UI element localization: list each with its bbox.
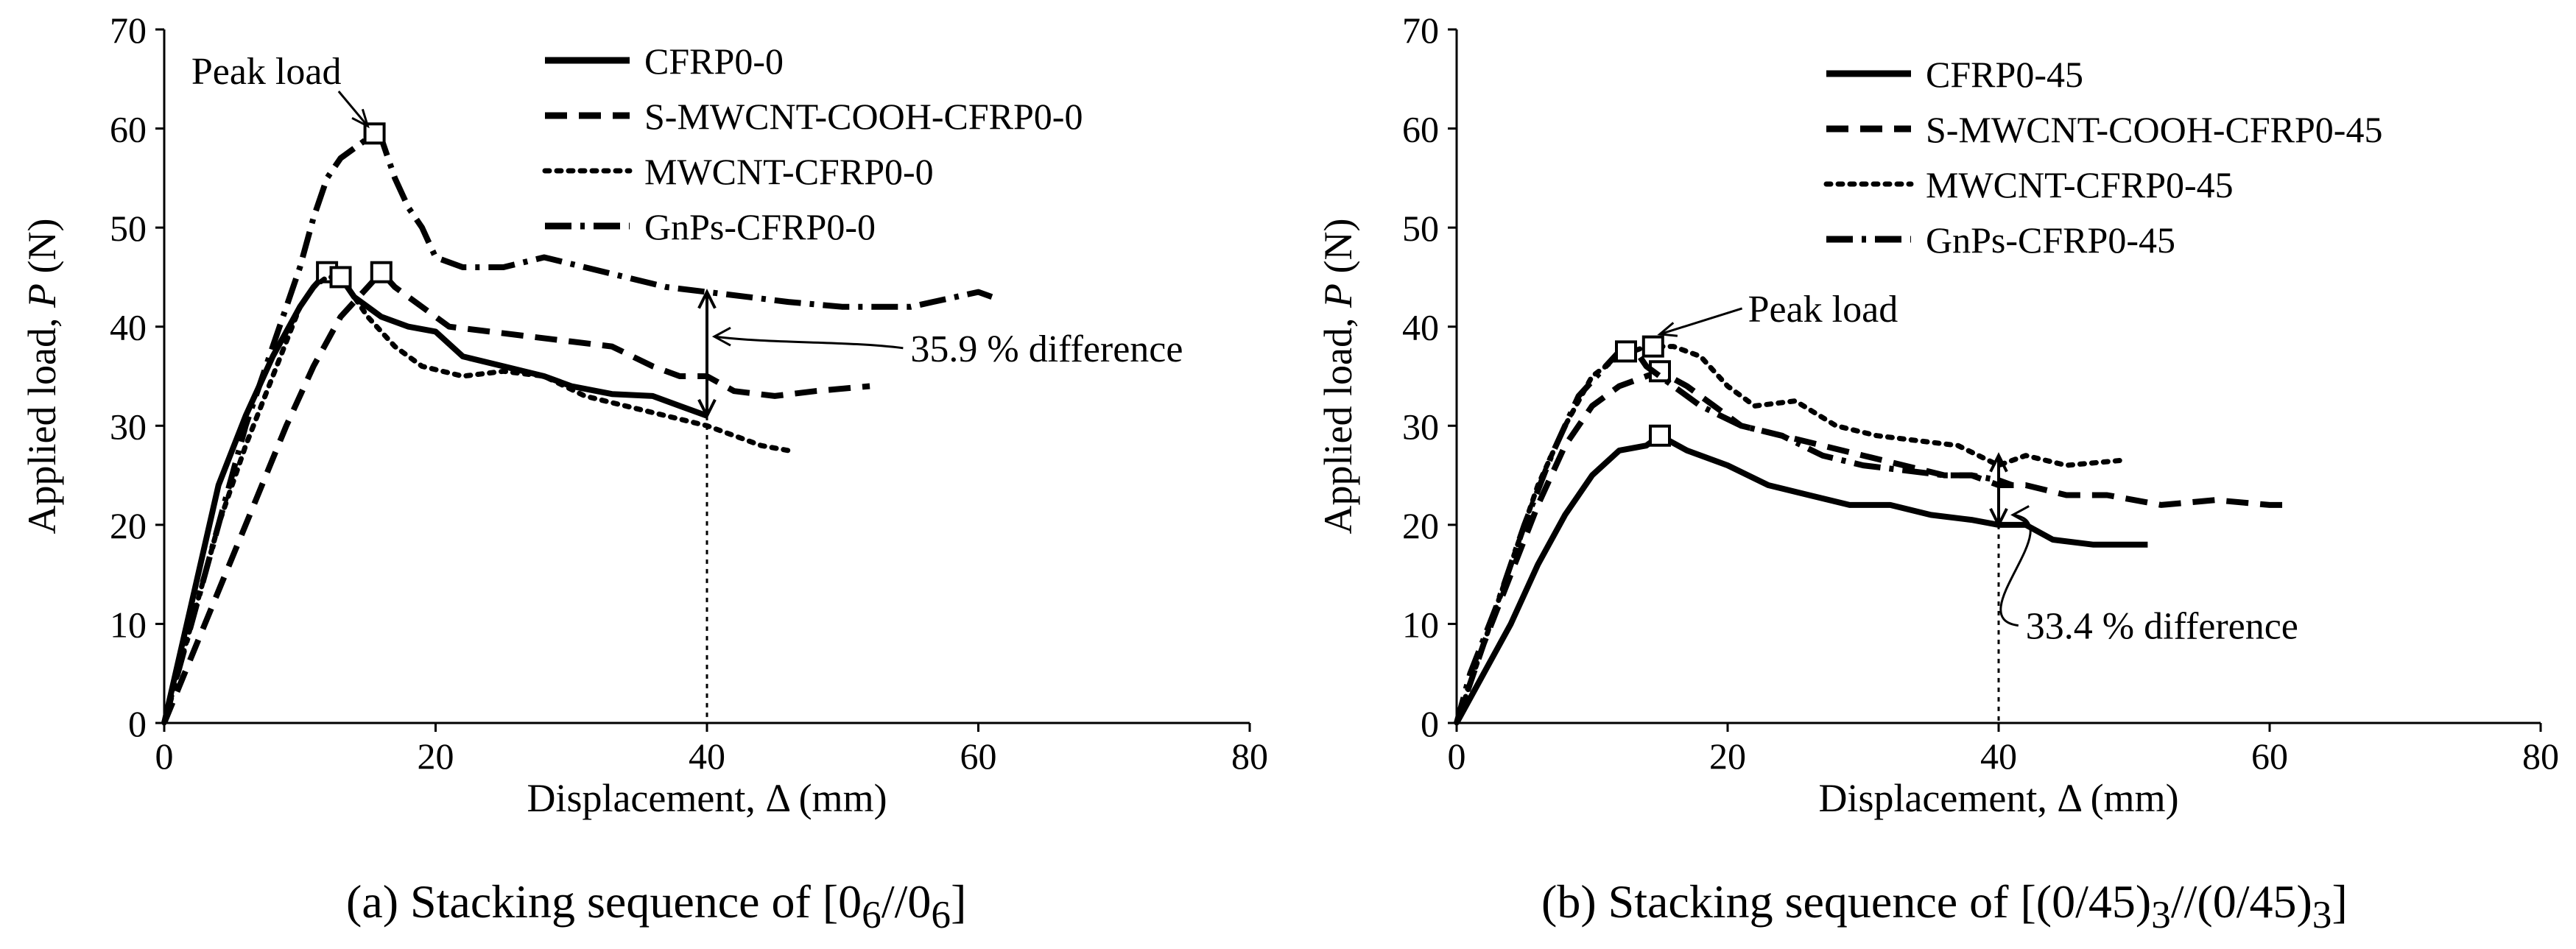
annotation-text: 33.4 % difference — [2026, 606, 2298, 648]
caption-a-mid: //0 — [881, 875, 932, 928]
x-tick-label: 60 — [960, 735, 997, 777]
y-tick-label: 0 — [128, 703, 147, 744]
y-tick-label: 10 — [1402, 604, 1439, 645]
legend-label: GnPs-CFRP0-45 — [1926, 219, 2175, 261]
annotation-leader-arrowhead — [2010, 505, 2030, 525]
caption-b-main: (b) Stacking sequence of [(0/45) — [1541, 875, 2152, 928]
y-tick-label: 0 — [1421, 703, 1439, 744]
caption-a-main: (a) Stacking sequence of [0 — [346, 875, 862, 928]
y-tick-label: 30 — [110, 406, 147, 447]
peak-marker — [1649, 424, 1671, 447]
y-tick-label: 50 — [110, 208, 147, 249]
legend-label: S-MWCNT-COOH-CFRP0-0 — [644, 96, 1083, 137]
y-tick-label: 60 — [1402, 109, 1439, 150]
peak-marker — [1615, 340, 1637, 363]
annotation-leader-arrowhead — [711, 326, 731, 347]
y-tick-label: 30 — [1402, 406, 1439, 447]
x-tick-label: 80 — [1231, 735, 1268, 777]
peak-arrow-line — [1659, 307, 1743, 336]
caption-a-end: ] — [951, 875, 967, 928]
y-tick-label: 40 — [1402, 307, 1439, 348]
series-line-cfrp0-0 — [161, 269, 708, 724]
y-axis-title-prefix: Applied load, — [1316, 308, 1360, 534]
x-tick-label: 80 — [2522, 735, 2559, 777]
peak-marker — [1641, 335, 1664, 358]
y-tick-label: 10 — [110, 604, 147, 645]
x-tick-label: 40 — [1980, 735, 2017, 777]
legend-label: CFRP0-0 — [644, 40, 784, 82]
y-tick-label: 40 — [110, 307, 147, 348]
legend-label: MWCNT-CFRP0-45 — [1926, 164, 2234, 205]
annotation-text: Peak load — [191, 51, 342, 93]
x-tick-label: 20 — [1709, 735, 1746, 777]
caption-a: (a) Stacking sequence of [06//06] — [346, 875, 966, 937]
caption-b: (b) Stacking sequence of [(0/45)3//(0/45… — [1541, 875, 2348, 937]
x-tick-label: 60 — [2251, 735, 2288, 777]
peak-arrow-head — [351, 108, 370, 129]
y-tick-label: 70 — [1402, 10, 1439, 51]
series-line-mwcnt-cfrp0-45 — [1454, 344, 2124, 726]
difference-arrow-head-top — [1989, 452, 2008, 473]
x-axis-title: Displacement, Δ (mm) — [527, 776, 887, 820]
difference-arrow-head-bottom — [697, 398, 717, 420]
legend-label: S-MWCNT-COOH-CFRP0-45 — [1926, 109, 2382, 150]
series-line-mwcnt-cfrp0-0 — [161, 274, 791, 726]
x-tick-label: 0 — [1448, 735, 1466, 777]
caption-b-end: ] — [2332, 875, 2348, 928]
peak-marker — [363, 122, 386, 145]
series-line-s-mwcnt-cooh-cfrp0-45 — [1454, 368, 2284, 724]
annotation-text: 35.9 % difference — [910, 328, 1183, 370]
y-tick-label: 70 — [110, 10, 147, 51]
y-axis-title-prefix: Applied load, — [20, 308, 64, 534]
y-axis-title: Applied load, P (N) — [1316, 219, 1360, 535]
series-line-gnps-cfrp0-45 — [1454, 343, 2013, 724]
caption-b-sub1: 3 — [2151, 892, 2171, 936]
y-axis-title-unit: (N) — [1316, 219, 1360, 283]
caption-a-sub1: 6 — [862, 892, 881, 936]
legend-label: MWCNT-CFRP0-0 — [644, 151, 934, 192]
series-line-s-mwcnt-cooh-cfrp0-0 — [161, 269, 870, 724]
y-axis-title-variable: P — [1316, 283, 1360, 308]
peak-marker — [329, 266, 352, 289]
peak-marker — [370, 261, 393, 283]
difference-arrow-head-top — [697, 289, 717, 309]
legend-label: CFRP0-45 — [1926, 54, 2083, 95]
x-tick-label: 0 — [155, 735, 174, 777]
peak-arrow-head — [1657, 322, 1678, 337]
y-tick-label: 20 — [110, 505, 147, 546]
chart-panel-a: 0 10 20 30 40 50 60 70 0 20 40 60 80 Displacement, Δ … — [20, 10, 1268, 820]
series-line-cfrp0-45 — [1454, 432, 2148, 724]
x-axis-title: Displacement, Δ (mm) — [1818, 776, 2178, 820]
caption-b-sub2: 3 — [2312, 892, 2332, 936]
x-tick-label: 20 — [418, 735, 454, 777]
y-axis-title-unit: (N) — [20, 219, 64, 283]
y-tick-label: 50 — [1402, 208, 1439, 249]
annotation-leader — [714, 335, 904, 350]
series-line-gnps-cfrp0-0 — [161, 135, 993, 724]
caption-b-mid: //(0/45) — [2170, 875, 2312, 928]
annotation-text: Peak load — [1748, 289, 1898, 331]
caption-a-sub2: 6 — [931, 892, 951, 936]
legend-label: GnPs-CFRP0-0 — [644, 206, 876, 247]
y-tick-label: 60 — [110, 109, 147, 150]
difference-arrow-head-bottom — [1989, 507, 2008, 529]
chart-panel-b: 0 10 20 30 40 50 60 70 0 20 40 60 80 Displacement, Δ … — [1316, 10, 2559, 820]
y-axis-title-variable: P — [20, 283, 64, 308]
y-tick-label: 20 — [1402, 505, 1439, 546]
y-axis-title: Applied load, P (N) — [20, 219, 64, 535]
x-tick-label: 40 — [689, 735, 725, 777]
peak-arrow-line — [337, 91, 369, 127]
